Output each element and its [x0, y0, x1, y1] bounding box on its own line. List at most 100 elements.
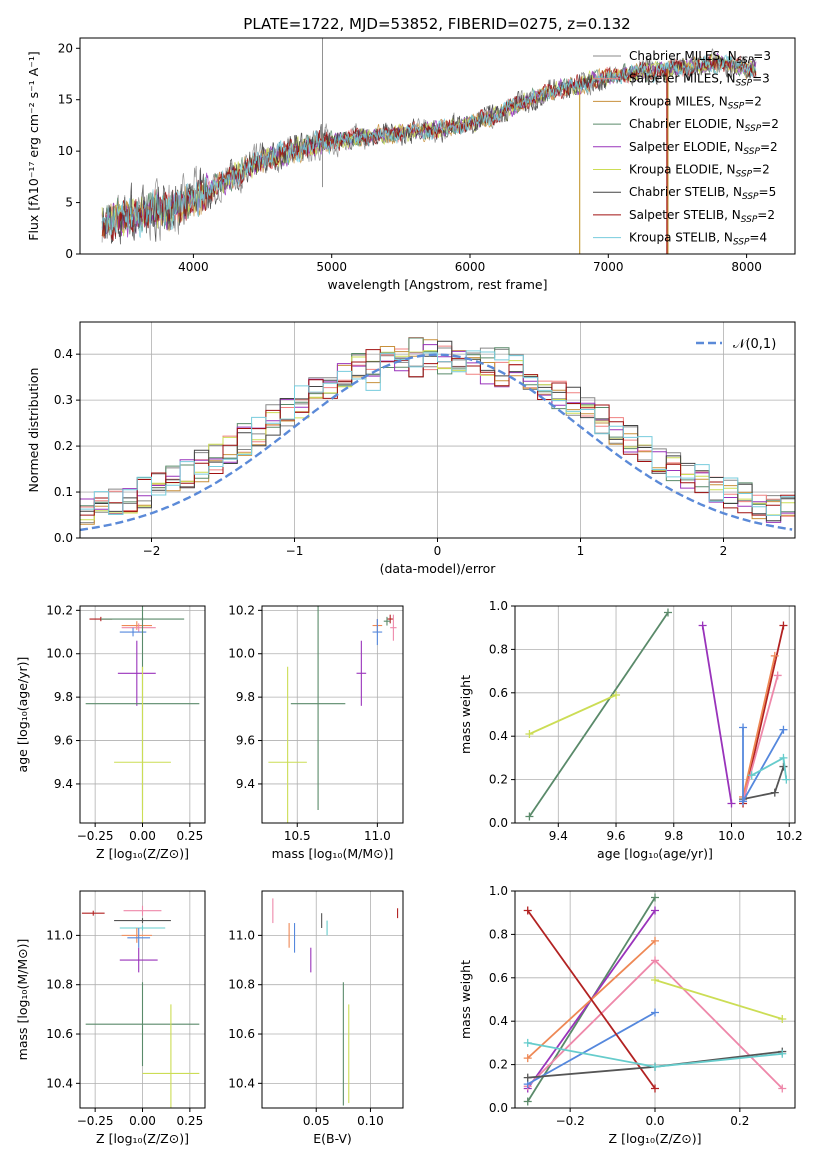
weight-marker	[773, 671, 782, 680]
plot-area	[525, 608, 791, 821]
x-tick-label: 2	[720, 544, 728, 558]
y-tick-label: 10.6	[46, 1027, 73, 1041]
legend-label: Kroupa ELODIE, NSSP=2	[629, 163, 770, 180]
weight-line	[742, 727, 785, 805]
legend-name: Salpeter STELIB	[629, 208, 724, 222]
y-tick-label: 0.0	[54, 531, 73, 545]
plot-area	[85, 606, 200, 823]
legend-label: Chabrier MILES, NSSP=3	[629, 49, 771, 66]
plot-area	[80, 337, 795, 532]
legend-name: Chabrier MILES	[629, 49, 720, 63]
legend-nssp-prefix: , N	[725, 185, 742, 199]
legend-nssp-prefix: , N	[719, 163, 736, 177]
legend-nssp-value: 3	[763, 49, 771, 63]
plot-area	[272, 898, 399, 1106]
y-tick-label: 10.4	[46, 1076, 73, 1090]
x-tick-label: 0.25	[176, 829, 203, 843]
legend-label: Salpeter MILES, NSSP=3	[629, 72, 770, 89]
x-tick-label: 0.10	[357, 1114, 384, 1128]
legend-nssp-eq: =	[757, 208, 767, 222]
legend-name: Chabrier STELIB	[629, 185, 725, 199]
weight-marker	[782, 775, 791, 784]
y-axis-label: mass weight	[458, 675, 473, 754]
weight-marker	[727, 799, 736, 808]
y-tick-label: 1.0	[489, 884, 508, 898]
x-tick-label: −1	[286, 544, 304, 558]
spectrum-line	[101, 55, 757, 241]
legend-nssp-value: 2	[770, 140, 778, 154]
x-tick-label: −2	[143, 544, 161, 558]
x-axis-label: Z [log₁₀(Z/Z⊙)]	[609, 1131, 702, 1146]
spectrum-line	[101, 53, 757, 238]
y-tick-label: 0.6	[489, 971, 508, 985]
weight-marker	[612, 690, 621, 699]
x-tick-label: 10.2	[776, 829, 803, 843]
weight-line	[526, 909, 656, 1090]
y-axis-label: Normed distribution	[26, 368, 41, 493]
y-tick-label: 0.6	[489, 686, 508, 700]
legend-label: 𝒩(0,1)	[733, 337, 776, 352]
legend-nssp-sub: SSP	[728, 101, 745, 111]
legend-nssp-sub: SSP	[742, 192, 759, 202]
weight-marker	[651, 936, 659, 945]
weight-line	[529, 694, 617, 735]
legend-name: Kroupa ELODIE	[629, 163, 719, 177]
x-tick-label: −0.25	[77, 829, 114, 843]
axes-frame	[514, 605, 796, 824]
legend-nssp-eq: =	[761, 117, 771, 131]
x-tick-label: 0.05	[303, 1114, 330, 1128]
weight-marker	[523, 906, 532, 915]
weight-marker	[739, 723, 748, 732]
legend-label: Kroupa MILES, NSSP=2	[629, 94, 762, 111]
legend-nssp-prefix: , N	[720, 49, 737, 63]
x-tick-label: 9.6	[606, 829, 625, 843]
y-tick-label: 0.2	[489, 773, 508, 787]
legend-nssp-eq: =	[759, 185, 769, 199]
y-tick-label: 0.2	[489, 1058, 508, 1072]
legend-name: Salpeter MILES	[629, 72, 719, 86]
normal-curve	[80, 353, 793, 532]
weight-marker	[778, 1049, 787, 1058]
y-axis-label: age [log₁₀(age/yr)]	[15, 657, 30, 773]
legend-nssp-eq: =	[752, 72, 762, 86]
weight-marker	[651, 893, 659, 902]
weight-marker	[779, 621, 788, 630]
residuals-panel: 𝒩(0,1) −2 −1 0 1 2 0.0 0.1 0.2 0.3 0.4 (data-model)…	[26, 321, 796, 576]
histogram-step	[80, 349, 795, 516]
y-tick-label: 0.4	[489, 729, 508, 743]
weight-marker	[770, 788, 779, 797]
y-tick-label: 9.6	[54, 734, 73, 748]
plot-area	[523, 893, 787, 1106]
weight-marker	[747, 771, 756, 780]
y-tick-label: 9.8	[54, 690, 73, 704]
x-tick-label: 0.00	[129, 829, 156, 843]
y-tick-label: 9.4	[54, 777, 73, 791]
legend-label: Chabrier ELODIE, NSSP=2	[629, 117, 779, 134]
legend-nssp-eq: =	[744, 94, 754, 108]
y-tick-label: 9.8	[236, 690, 255, 704]
x-axis-label: Z [log₁₀(Z/Z⊙)]	[96, 1131, 189, 1146]
weight-marker	[523, 1097, 532, 1106]
weight-line	[527, 1011, 656, 1085]
y-tick-label: 10.8	[46, 978, 73, 992]
legend-nssp-sub: SSP	[745, 124, 762, 134]
mass-vs-ebv-panel: 0.05 0.10 10.4 10.6 10.8 11.0 E(B-V)	[228, 890, 404, 1146]
legend-label: Salpeter ELODIE, NSSP=2	[629, 140, 778, 157]
legend-name: Chabrier ELODIE	[629, 117, 728, 131]
y-axis-label: mass [log₁₀(M/M⊙)]	[15, 939, 30, 1061]
legend-name: Kroupa MILES	[629, 94, 711, 108]
legend-nssp-prefix: , N	[716, 231, 733, 245]
histogram-step	[80, 350, 795, 516]
legend-name: Salpeter ELODIE	[629, 140, 727, 154]
weight-marker	[523, 1038, 532, 1047]
weight-marker	[651, 1084, 659, 1093]
x-axis-label: mass [log₁₀(M/M⊙)]	[272, 846, 394, 861]
y-axis-label: Flux [fλ10⁻¹⁷ erg cm⁻² s⁻¹ A⁻¹]	[26, 51, 41, 240]
weight-vs-age-panel: 9.4 9.6 9.8 10.0 10.2 0.0 0.2 0.4 0.6 0.8 1.0 age […	[458, 599, 803, 861]
legend-nssp-eq: =	[753, 49, 763, 63]
x-tick-label: 0.0	[645, 1114, 664, 1128]
weight-line	[528, 611, 669, 818]
legend-nssp-value: 5	[769, 185, 777, 199]
legend-nssp-sub: SSP	[736, 79, 753, 89]
